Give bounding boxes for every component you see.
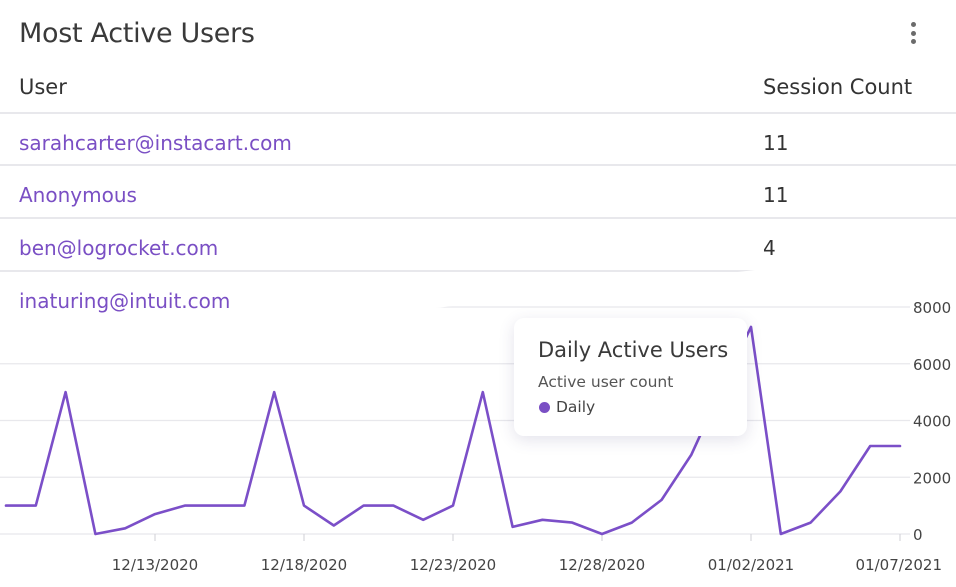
y-tick-label: 6000 bbox=[913, 356, 951, 374]
table-row-session-count: 11 bbox=[763, 183, 789, 207]
y-axis-ticks: 0 2000 4000 6000 8000 bbox=[913, 299, 951, 544]
column-header-session-count[interactable]: Session Count bbox=[763, 75, 913, 99]
y-tick-label: 2000 bbox=[913, 469, 951, 487]
x-tick-label: 01/07/2021 bbox=[856, 556, 942, 574]
table-divider bbox=[0, 217, 956, 219]
table-divider bbox=[0, 164, 956, 166]
column-header-user[interactable]: User bbox=[19, 75, 67, 99]
y-tick-label: 0 bbox=[913, 526, 923, 544]
daily-series-line bbox=[4, 325, 902, 536]
tooltip-title: Daily Active Users bbox=[538, 338, 729, 362]
legend-dot-icon bbox=[539, 402, 550, 413]
table-row-user-link[interactable]: Anonymous bbox=[19, 183, 137, 207]
chart-tooltip: Daily Active Users Active user count Dai… bbox=[514, 318, 747, 436]
table-divider bbox=[0, 270, 956, 272]
table-divider bbox=[0, 112, 956, 114]
y-tick-label: 8000 bbox=[913, 299, 951, 317]
x-tick-label: 01/02/2021 bbox=[708, 556, 794, 574]
x-tick-label: 12/28/2020 bbox=[559, 556, 645, 574]
table-row-user-link[interactable]: inaturing@intuit.com bbox=[19, 289, 231, 313]
table-row-user-link[interactable]: ben@logrocket.com bbox=[19, 236, 219, 260]
tooltip-subtitle: Active user count bbox=[538, 373, 674, 391]
table-row-session-count: 11 bbox=[763, 131, 789, 155]
x-tick-label: 12/18/2020 bbox=[261, 556, 347, 574]
card-title: Most Active Users bbox=[19, 18, 255, 49]
tooltip-series-label: Daily bbox=[556, 398, 596, 416]
x-tick-label: 12/13/2020 bbox=[112, 556, 198, 574]
kebab-menu-icon[interactable] bbox=[906, 22, 920, 44]
x-axis-ticks: 12/13/2020 12/18/2020 12/23/2020 12/28/2020… bbox=[112, 534, 942, 574]
table-row-session-count: 4 bbox=[763, 236, 776, 260]
table-row-user-link[interactable]: sarahcarter@instacart.com bbox=[19, 131, 292, 155]
x-tick-label: 12/23/2020 bbox=[410, 556, 496, 574]
y-tick-label: 4000 bbox=[913, 413, 951, 431]
